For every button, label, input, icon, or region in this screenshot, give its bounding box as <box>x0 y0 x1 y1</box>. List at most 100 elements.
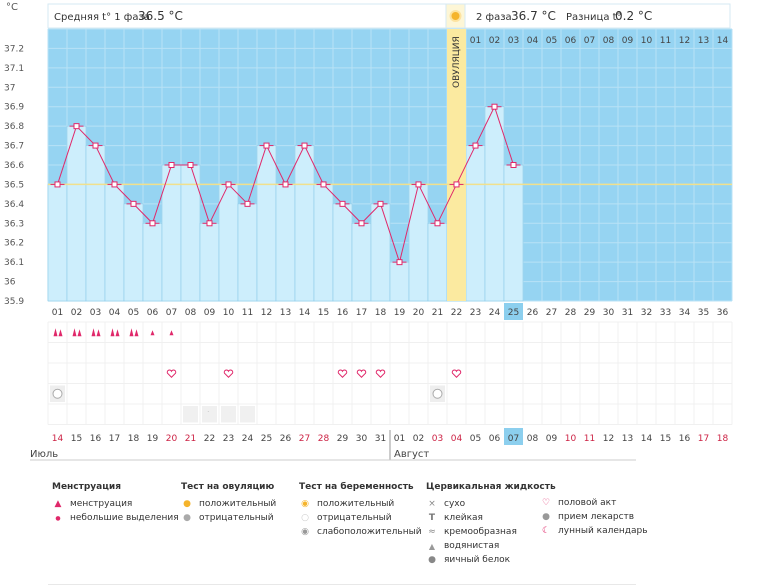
calendar-date: 13 <box>622 434 633 444</box>
sun-icon <box>449 10 462 22</box>
calendar-date: 06 <box>489 434 501 444</box>
pill-icon <box>432 388 443 399</box>
temperature-point <box>415 181 422 188</box>
drop-icon <box>58 329 63 337</box>
temperature-point <box>130 200 137 207</box>
drop-icon <box>96 329 101 337</box>
temp-bar <box>427 222 448 302</box>
temperature-point <box>491 103 498 110</box>
today-highlight <box>504 428 523 445</box>
calendar-date: 14 <box>641 434 653 444</box>
temp-bar <box>351 222 372 302</box>
phase2-day-label: 13 <box>698 36 709 46</box>
calendar-date: 31 <box>375 434 386 444</box>
legend-item: положительный <box>199 499 277 509</box>
phase1-label: Средняя t° 1 фаза <box>54 12 150 23</box>
moon-cell <box>221 406 236 423</box>
sticky-icon: T <box>428 513 436 523</box>
y-tick-label: 36.8 <box>4 122 24 132</box>
phase2-day-label: 02 <box>489 36 500 46</box>
heart-icon <box>356 369 367 378</box>
temp-bar <box>389 261 410 302</box>
phase2-day-label: 12 <box>679 36 690 46</box>
y-tick-label: 36.1 <box>4 258 24 268</box>
temp-bar <box>47 184 68 302</box>
heart-icon <box>166 369 177 378</box>
legend-other: ♡ половой акт ● прием лекарств ☾ лунный кал… <box>540 496 648 538</box>
temperature-point <box>111 181 118 188</box>
y-tick-label: 37.2 <box>4 44 24 54</box>
heart-icon <box>375 369 386 378</box>
cycle-day-label: 23 <box>470 308 481 318</box>
current-day-highlight <box>504 303 523 320</box>
cycle-day-label: 01 <box>52 308 63 318</box>
y-tick-label: 36.6 <box>4 161 24 171</box>
y-tick-label: 36.3 <box>4 219 24 229</box>
calendar-date: 18 <box>717 434 729 444</box>
cycle-day-label: 36 <box>717 308 729 318</box>
y-tick-label: 37.1 <box>4 64 24 74</box>
legend-item: яичный белок <box>444 555 511 565</box>
temp-bar <box>332 203 353 302</box>
calendar-date: 21 <box>185 434 196 444</box>
watery-icon: ▲ <box>428 541 436 551</box>
calendar-date: 05 <box>470 434 481 444</box>
cycle-day-label: 29 <box>584 308 596 318</box>
phase2-day-label: 03 <box>508 36 519 46</box>
test-positive-icon: ◉ <box>301 499 309 509</box>
y-tick-label: 36.9 <box>4 103 24 113</box>
cycle-day-label: 10 <box>223 308 235 318</box>
cycle-day-label: 06 <box>147 308 159 318</box>
temperature-point <box>301 142 308 149</box>
temp-bar <box>218 184 239 302</box>
temperature-point <box>73 123 80 130</box>
cycle-day-label: 07 <box>166 308 177 318</box>
legend-item: лунный календарь <box>558 526 648 536</box>
legend-pregnancy-title: Тест на беременность <box>299 482 414 492</box>
drop-icon <box>77 329 82 337</box>
calendar-date: 24 <box>242 434 254 444</box>
y-tick-label: 35.9 <box>4 297 24 307</box>
legend-item: водянистая <box>444 541 500 551</box>
temperature-point <box>434 220 441 227</box>
legend-item: кремообразная <box>444 527 517 537</box>
calendar-date: 09 <box>546 434 558 444</box>
temperature-point <box>168 162 175 168</box>
temp-bar <box>370 203 391 302</box>
drop-icon <box>53 328 58 337</box>
temp-bar <box>408 184 429 302</box>
small-drop-icon <box>150 330 155 336</box>
phase2-day-label: 08 <box>603 36 615 46</box>
drop-icon <box>129 328 134 337</box>
calendar-date: 28 <box>318 434 330 444</box>
drop-icon <box>72 328 77 337</box>
bbt-chart: 35.9 36 36.1 36.2 36.3 36.4 36.5 36.6 36.7 36.8 36… <box>4 2 733 461</box>
legend-item: прием лекарств <box>558 512 635 522</box>
cycle-day-label: 28 <box>565 308 577 318</box>
legend-item: небольшие выделения <box>70 513 179 523</box>
temperature-point <box>206 220 213 227</box>
cycle-day-label: 19 <box>394 308 406 318</box>
phase2-value: 36.7 °C <box>511 9 556 23</box>
temp-bar <box>237 203 258 302</box>
cycle-day-label: 16 <box>337 308 349 318</box>
y-tick-label: 37 <box>4 83 15 93</box>
test-weak-icon: ◉ <box>301 527 309 537</box>
cycle-day-label: 24 <box>489 308 501 318</box>
sun-negative-icon: ● <box>183 513 191 523</box>
temp-bar <box>465 145 486 302</box>
calendar-date: 02 <box>413 434 424 444</box>
diff-label: Разница t° <box>566 12 622 23</box>
temp-bar <box>313 184 334 302</box>
phase2-day-label: 10 <box>641 36 653 46</box>
sun-positive-icon: ● <box>183 499 191 509</box>
temp-bar <box>294 145 315 302</box>
heart-icon <box>451 369 462 378</box>
cycle-day-label: 20 <box>413 308 425 318</box>
cycle-day-label: 15 <box>318 308 329 318</box>
calendar-date: 16 <box>90 434 102 444</box>
legend-item: клейкая <box>444 513 483 523</box>
phase2-day-label: 05 <box>546 36 557 46</box>
temp-bar <box>85 145 106 302</box>
y-tick-label: 36 <box>4 278 16 288</box>
